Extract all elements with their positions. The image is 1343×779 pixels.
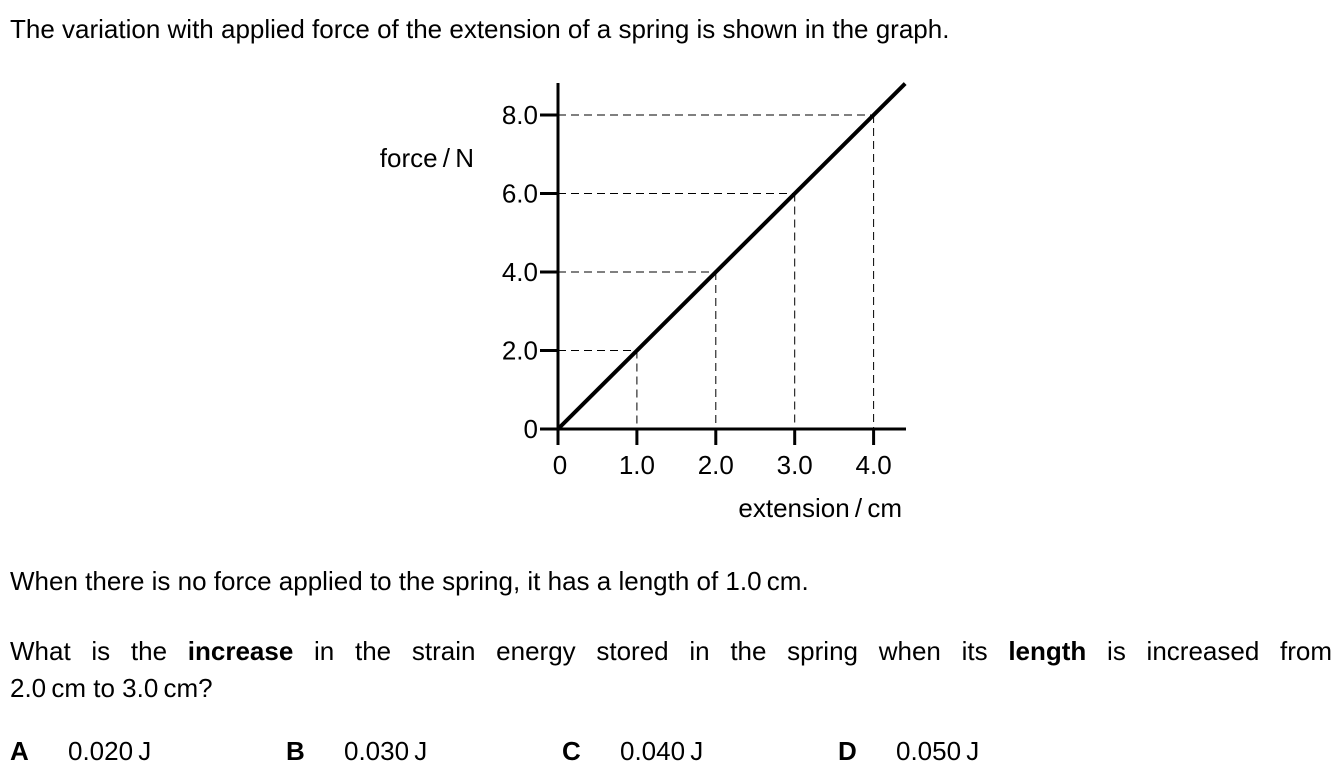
x-tick-label: 4.0 [856, 450, 892, 480]
dashed-guides [558, 114, 875, 429]
question-bold-increase: increase [187, 636, 294, 666]
option-value: 0.020 J [68, 736, 152, 766]
option-value: 0.030 J [344, 736, 428, 766]
x-axis-label: extension / cm [738, 493, 902, 523]
y-tick-label: 6.0 [502, 179, 538, 209]
option-value: 0.050 J [896, 736, 980, 766]
x-tick-label: 1.0 [619, 450, 655, 480]
x-tick-label: 2.0 [698, 450, 734, 480]
answer-options: A 0.020 J B 0.030 J C 0.040 J D 0.050 J [0, 734, 1343, 770]
question-part-2: in the strain energy stored in the sprin… [293, 636, 1009, 666]
data-series [556, 82, 907, 431]
intro-text: The variation with applied force of the … [10, 14, 950, 44]
y-axis-label: force / N [380, 143, 474, 173]
question-bold-length: length [1008, 636, 1087, 666]
option-letter: D [838, 736, 857, 766]
y-tick-label: 4.0 [502, 257, 538, 287]
axes [556, 83, 906, 431]
y-tick-label: 0 [524, 414, 538, 444]
question-line-2: 2.0 cm to 3.0 cm? [10, 673, 213, 703]
y-tick-label: 8.0 [502, 100, 538, 130]
ticks: 0 2.0 4.0 6.0 8.0 0 1.0 2.0 3.0 4.0 [502, 100, 892, 480]
x-tick-label: 0 [553, 450, 567, 480]
statement-text: When there is no force applied to the sp… [10, 566, 809, 596]
question-part-3: is increased from [1086, 636, 1333, 666]
x-tick-label: 3.0 [777, 450, 813, 480]
question-part-1: What is the [10, 636, 188, 666]
force-extension-graph: 0 2.0 4.0 6.0 8.0 0 1.0 2.0 3.0 4.0 force / N ext… [380, 82, 907, 523]
series-line-0 [556, 82, 907, 431]
option-letter: C [562, 736, 581, 766]
axis-labels: force / N extension / cm [380, 143, 902, 523]
question-line-1: What is the increase in the strain energ… [10, 634, 1332, 668]
option-letter: B [286, 736, 305, 766]
y-tick-label: 2.0 [502, 336, 538, 366]
option-letter: A [10, 736, 29, 766]
option-value: 0.040 J [620, 736, 704, 766]
